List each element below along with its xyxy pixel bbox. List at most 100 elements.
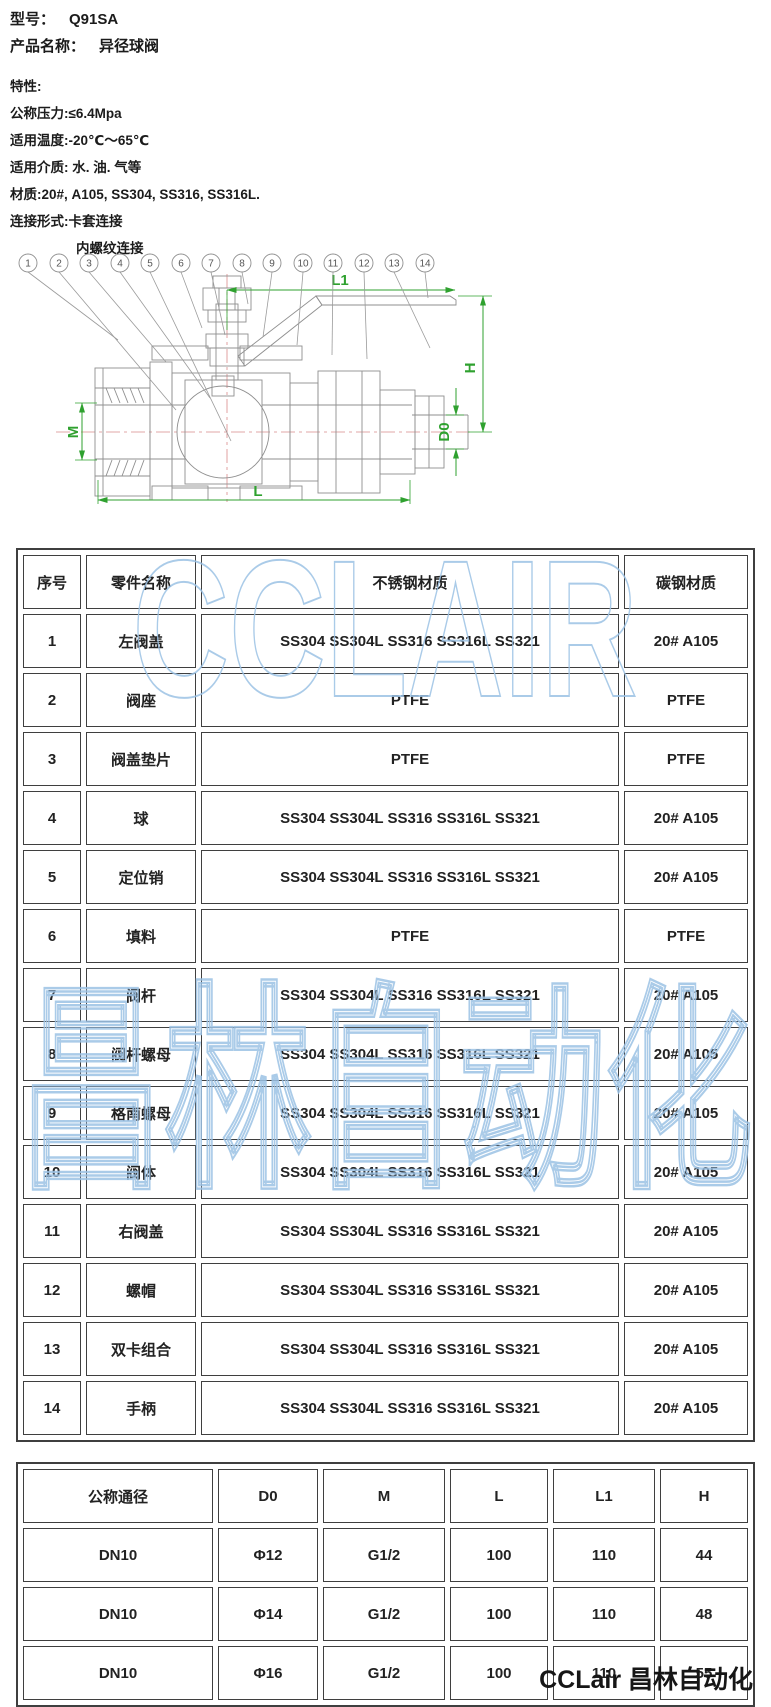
features-list: 特性: 公称压力:≤6.4Mpa 适用温度:-20℃～65℃ 适用介质: 水. … xyxy=(10,73,260,262)
feature-temperature: 适用温度:-20℃～65℃ xyxy=(10,133,150,148)
callout-number: 7 xyxy=(208,259,214,270)
col-header: D0 xyxy=(218,1469,318,1523)
callout-number: 11 xyxy=(328,259,339,270)
table-cell: 110 xyxy=(553,1646,655,1700)
col-header: H xyxy=(660,1469,748,1523)
col-header: 碳钢材质 xyxy=(624,555,748,609)
col-header: L xyxy=(450,1469,548,1523)
callout-number: 5 xyxy=(147,259,153,270)
callout-number: 4 xyxy=(117,259,123,270)
table-cell: 20# A105 xyxy=(624,791,748,845)
table-cell: PTFE xyxy=(624,732,748,786)
col-header: 不锈钢材质 xyxy=(201,555,619,609)
table-row: 14 手柄 SS304 SS304L SS316 SS316L SS321 20# A… xyxy=(23,1381,748,1435)
table-cell: PTFE xyxy=(201,732,619,786)
col-header: 公称通径 xyxy=(23,1469,213,1523)
parts-table: 序号 零件名称 不锈钢材质 碳钢材质 1 左阀盖 SS304 SS304L SS31… xyxy=(16,548,755,1442)
table-row: DN10 Φ16 G1/2 100 110 55 xyxy=(23,1646,748,1700)
table-cell: 1 xyxy=(23,614,81,668)
parts-header-row: 序号 零件名称 不锈钢材质 碳钢材质 xyxy=(23,555,748,609)
table-cell: 20# A105 xyxy=(624,1204,748,1258)
model-line: 型号： Q91SA xyxy=(10,8,260,29)
callout-number: 6 xyxy=(178,259,184,270)
table-cell: 55 xyxy=(660,1646,748,1700)
table-cell: 44 xyxy=(660,1528,748,1582)
dim-label-l1: L1 xyxy=(331,272,349,289)
table-cell: 11 xyxy=(23,1204,81,1258)
table-cell: 100 xyxy=(450,1528,548,1582)
table-cell: 100 xyxy=(450,1587,548,1641)
table-row: DN10 Φ14 G1/2 100 110 48 xyxy=(23,1587,748,1641)
table-cell: 螺帽 xyxy=(86,1263,196,1317)
dimension-lines xyxy=(75,287,492,504)
table-cell: Φ14 xyxy=(218,1587,318,1641)
table-cell: SS304 SS304L SS316 SS316L SS321 xyxy=(201,614,619,668)
table-cell: 定位销 xyxy=(86,850,196,904)
table-row: 1 左阀盖 SS304 SS304L SS316 SS316L SS321 20# A… xyxy=(23,614,748,668)
feature-connection-2: 内螺纹连接 xyxy=(76,241,144,256)
dims-header-row: 公称通径 D0 M L L1 H xyxy=(23,1469,748,1523)
col-header: M xyxy=(323,1469,445,1523)
table-cell: 阀盖垫片 xyxy=(86,732,196,786)
dim-label-l: L xyxy=(253,483,262,500)
table-cell: PTFE xyxy=(624,673,748,727)
table-row: 4 球 SS304 SS304L SS316 SS316L SS321 20# A10… xyxy=(23,791,748,845)
table-cell: 10 xyxy=(23,1145,81,1199)
table-cell: 48 xyxy=(660,1587,748,1641)
table-cell: 20# A105 xyxy=(624,614,748,668)
table-row: DN10 Φ12 G1/2 100 110 44 xyxy=(23,1528,748,1582)
feature-connection: 连接形式:卡套连接 xyxy=(10,214,123,229)
table-cell: 20# A105 xyxy=(624,1086,748,1140)
table-cell: 阀杆 xyxy=(86,968,196,1022)
table-row: 6 填料 PTFE PTFE xyxy=(23,909,748,963)
table-cell: PTFE xyxy=(201,909,619,963)
table-cell: 阀座 xyxy=(86,673,196,727)
header-block: 型号： Q91SA 产品名称： 异径球阀 特性: 公称压力:≤6.4Mpa 适用温度… xyxy=(10,8,260,262)
table-cell: 20# A105 xyxy=(624,1322,748,1376)
table-row: 8 阀杆螺母 SS304 SS304L SS316 SS316L SS321 20# … xyxy=(23,1027,748,1081)
table-cell: 填料 xyxy=(86,909,196,963)
table-cell: 9 xyxy=(23,1086,81,1140)
product-value: 异径球阀 xyxy=(99,38,160,55)
model-value: Q91SA xyxy=(69,11,119,28)
table-cell: 双卡组合 xyxy=(86,1322,196,1376)
table-cell: 右阀盖 xyxy=(86,1204,196,1258)
callout-number: 3 xyxy=(86,259,92,270)
table-cell: 100 xyxy=(450,1646,548,1700)
table-cell: SS304 SS304L SS316 SS316L SS321 xyxy=(201,1204,619,1258)
table-cell: 2 xyxy=(23,673,81,727)
table-cell: SS304 SS304L SS316 SS316L SS321 xyxy=(201,850,619,904)
table-cell: 20# A105 xyxy=(624,1381,748,1435)
callout-number: 14 xyxy=(419,259,431,270)
table-cell: SS304 SS304L SS316 SS316L SS321 xyxy=(201,1263,619,1317)
product-line: 产品名称： 异径球阀 xyxy=(10,35,260,56)
table-cell: SS304 SS304L SS316 SS316L SS321 xyxy=(201,1145,619,1199)
table-cell: 20# A105 xyxy=(624,1027,748,1081)
table-cell: 8 xyxy=(23,1027,81,1081)
table-cell: 阀杆螺母 xyxy=(86,1027,196,1081)
callout-number: 2 xyxy=(56,259,62,270)
table-cell: 6 xyxy=(23,909,81,963)
features-title: 特性: xyxy=(10,79,42,94)
table-cell: 20# A105 xyxy=(624,1263,748,1317)
table-cell: SS304 SS304L SS316 SS316L SS321 xyxy=(201,1381,619,1435)
table-cell: 110 xyxy=(553,1587,655,1641)
table-cell: 20# A105 xyxy=(624,1145,748,1199)
table-cell: 110 xyxy=(553,1528,655,1582)
table-cell: 3 xyxy=(23,732,81,786)
dimension-labels: L1 H M D0 L xyxy=(65,272,479,500)
callout-number: 13 xyxy=(388,259,400,270)
table-cell: G1/2 xyxy=(323,1646,445,1700)
feature-pressure: 公称压力:≤6.4Mpa xyxy=(10,106,122,121)
table-cell: Φ16 xyxy=(218,1646,318,1700)
table-cell: 7 xyxy=(23,968,81,1022)
table-cell: G1/2 xyxy=(323,1528,445,1582)
callout-number: 9 xyxy=(269,259,275,270)
table-cell: 阀体 xyxy=(86,1145,196,1199)
table-cell: SS304 SS304L SS316 SS316L SS321 xyxy=(201,1322,619,1376)
table-row: 2 阀座 PTFE PTFE xyxy=(23,673,748,727)
table-row: 5 定位销 SS304 SS304L SS316 SS316L SS321 20# A… xyxy=(23,850,748,904)
table-cell: 左阀盖 xyxy=(86,614,196,668)
brand-footer: CCLair 昌林自动化 xyxy=(539,1666,753,1694)
dim-label-h: H xyxy=(462,363,479,374)
